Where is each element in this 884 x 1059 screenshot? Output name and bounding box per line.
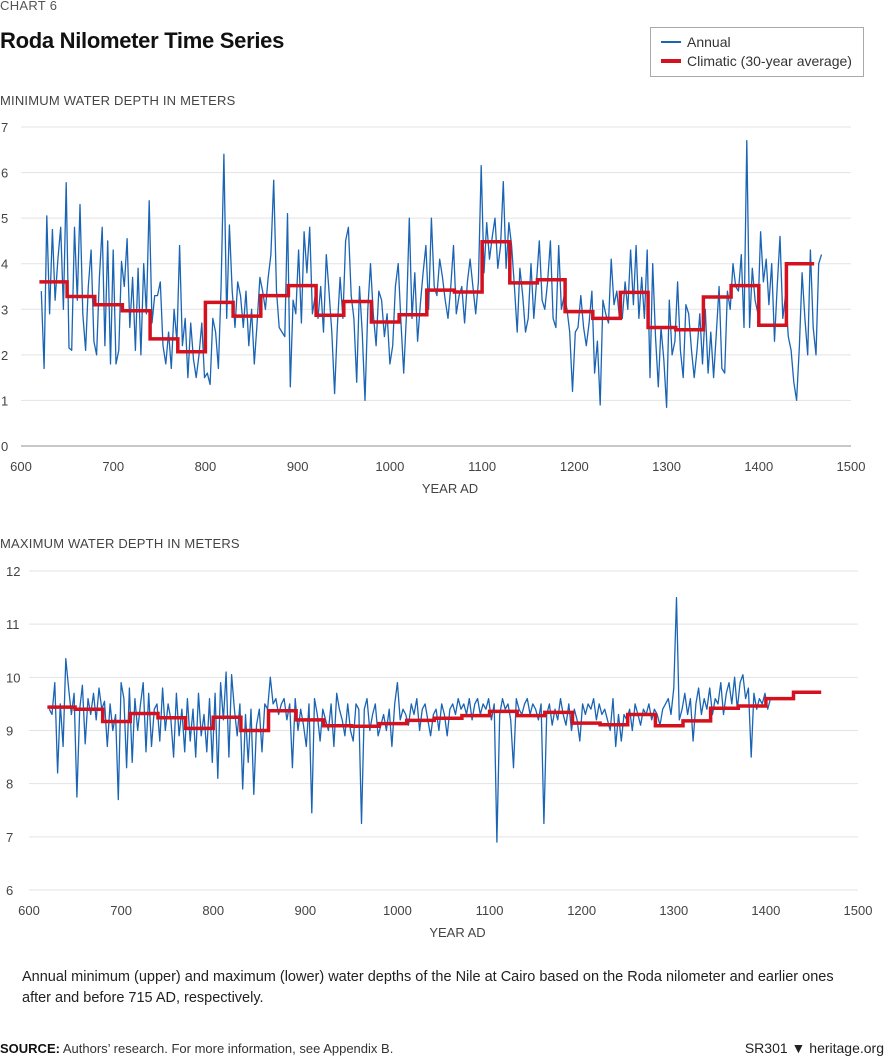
legend: Annual Climatic (30-year average) <box>650 27 864 77</box>
chart-number: CHART 6 <box>0 0 58 13</box>
x-axis-label: YEAR AD <box>422 481 478 496</box>
annual-series-line <box>48 596 772 843</box>
x-tick-label: 1500 <box>844 903 873 918</box>
x-tick-label: 1300 <box>652 459 681 474</box>
x-tick-label: 600 <box>10 459 32 474</box>
x-tick-label: 1000 <box>383 903 412 918</box>
y-tick-label: 6 <box>6 883 13 898</box>
legend-label-climatic: Climatic (30-year average) <box>687 53 852 69</box>
climatic-step-line <box>39 240 815 354</box>
report-id: SR301 <box>744 1040 788 1056</box>
annual-series-line <box>40 140 823 408</box>
x-tick-label: 700 <box>102 459 124 474</box>
brand: SR301 ▼ heritage.org <box>745 1040 884 1056</box>
x-tick-label: 1500 <box>837 459 866 474</box>
x-tick-label: 1100 <box>468 459 496 474</box>
panel-title-maximum: MAXIMUM WATER DEPTH IN METERS <box>0 536 240 551</box>
legend-item-annual: Annual <box>661 34 731 50</box>
x-tick-label: 600 <box>18 903 40 918</box>
x-tick-label: 700 <box>110 903 132 918</box>
source-note: SOURCE: Authors’ research. For more info… <box>0 1041 393 1056</box>
x-tick-label: 1000 <box>375 459 404 474</box>
y-tick-label: 6 <box>1 166 8 181</box>
y-tick-label: 3 <box>1 302 8 317</box>
y-tick-label: 2 <box>1 348 8 363</box>
source-text: Authors’ research. For more information,… <box>59 1041 394 1056</box>
y-tick-label: 7 <box>6 830 13 845</box>
y-tick-label: 11 <box>6 617 20 632</box>
y-tick-label: 5 <box>1 211 8 226</box>
legend-label-annual: Annual <box>687 34 731 50</box>
x-tick-label: 1100 <box>476 903 504 918</box>
y-tick-label: 8 <box>6 777 13 792</box>
site-link[interactable]: heritage.org <box>809 1040 884 1056</box>
x-tick-label: 900 <box>287 459 309 474</box>
y-tick-label: 12 <box>6 564 20 579</box>
y-tick-label: 0 <box>1 439 8 454</box>
source-label: SOURCE: <box>0 1041 60 1056</box>
caption: Annual minimum (upper) and maximum (lowe… <box>22 969 834 1006</box>
y-tick-label: 1 <box>1 393 8 408</box>
x-tick-label: 900 <box>294 903 316 918</box>
climatic-step-line <box>47 690 822 733</box>
y-tick-label: 10 <box>6 670 20 685</box>
y-tick-label: 9 <box>6 724 13 739</box>
x-tick-label: 1400 <box>751 903 780 918</box>
x-tick-label: 1300 <box>659 903 688 918</box>
panel-title-minimum: MINIMUM WATER DEPTH IN METERS <box>0 93 236 108</box>
x-axis-label: YEAR AD <box>429 925 485 940</box>
legend-item-climatic: Climatic (30-year average) <box>661 53 852 69</box>
x-tick-label: 1200 <box>567 903 596 918</box>
chart-title: Roda Nilometer Time Series <box>0 28 285 53</box>
y-tick-label: 4 <box>1 257 8 272</box>
x-tick-label: 1400 <box>744 459 773 474</box>
x-tick-label: 800 <box>195 459 217 474</box>
x-tick-label: 800 <box>202 903 224 918</box>
annual-swatch <box>661 41 681 43</box>
climatic-swatch <box>661 59 681 63</box>
x-tick-label: 1200 <box>560 459 589 474</box>
bell-icon: ▼ <box>791 1040 806 1056</box>
y-tick-label: 7 <box>1 120 8 135</box>
